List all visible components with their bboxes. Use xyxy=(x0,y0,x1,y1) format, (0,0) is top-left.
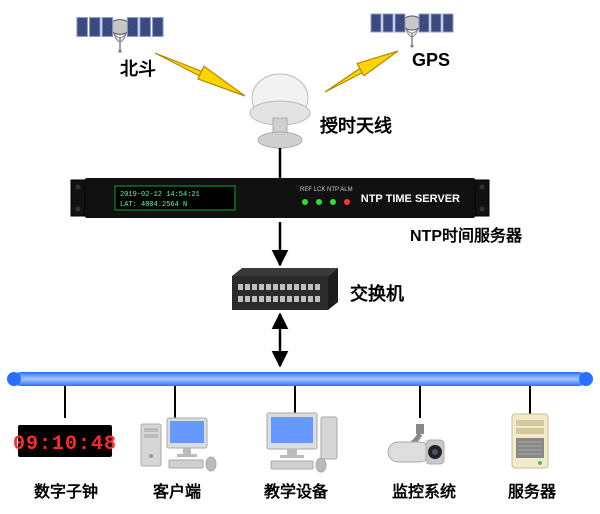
label-digital-clock: 数字子钟 xyxy=(34,478,98,502)
server-tower-icon xyxy=(512,414,548,468)
signal-beidou-icon xyxy=(155,53,245,96)
network-bus xyxy=(14,372,586,386)
signal-gps-icon xyxy=(325,51,398,92)
label-switch: 交换机 xyxy=(350,280,404,306)
teaching-equipment-icon xyxy=(267,413,337,472)
label-antenna: 授时天线 xyxy=(320,112,392,138)
ntp-display-line1: 2019-02-12 14:54:21 xyxy=(120,191,200,199)
label-teaching: 教学设备 xyxy=(264,478,328,502)
switch-icon xyxy=(232,268,338,310)
client-pc-icon xyxy=(141,418,216,471)
satellite-gps-icon xyxy=(371,14,453,48)
cctv-camera-icon xyxy=(388,424,444,464)
label-client: 客户端 xyxy=(153,478,201,502)
ntp-panel-title: NTP TIME SERVER xyxy=(361,193,460,205)
satellite-beidou-icon xyxy=(77,18,163,53)
label-server: 服务器 xyxy=(508,478,556,502)
diagram-root: 2019-02-12 14:54:21 LAT: 4004.2564 N REF L… xyxy=(0,0,600,514)
label-beidou: 北斗 xyxy=(120,55,156,81)
digital-clock-display: 09:10:48 xyxy=(13,433,117,456)
label-cctv: 监控系统 xyxy=(392,478,456,502)
diagram-svg: 2019-02-12 14:54:21 LAT: 4004.2564 N REF L… xyxy=(0,0,600,514)
label-gps: GPS xyxy=(412,50,450,71)
label-ntp-server: NTP时间服务器 xyxy=(410,222,522,246)
ntp-display-line2: LAT: 4004.2564 N xyxy=(120,201,187,209)
ntp-server-icon: 2019-02-12 14:54:21 LAT: 4004.2564 N REF L… xyxy=(71,178,489,218)
antenna-icon xyxy=(250,74,310,148)
ntp-led-label: REF LCK NTP ALM xyxy=(300,187,353,193)
digital-clock-icon: 09:10:48 xyxy=(13,425,117,457)
